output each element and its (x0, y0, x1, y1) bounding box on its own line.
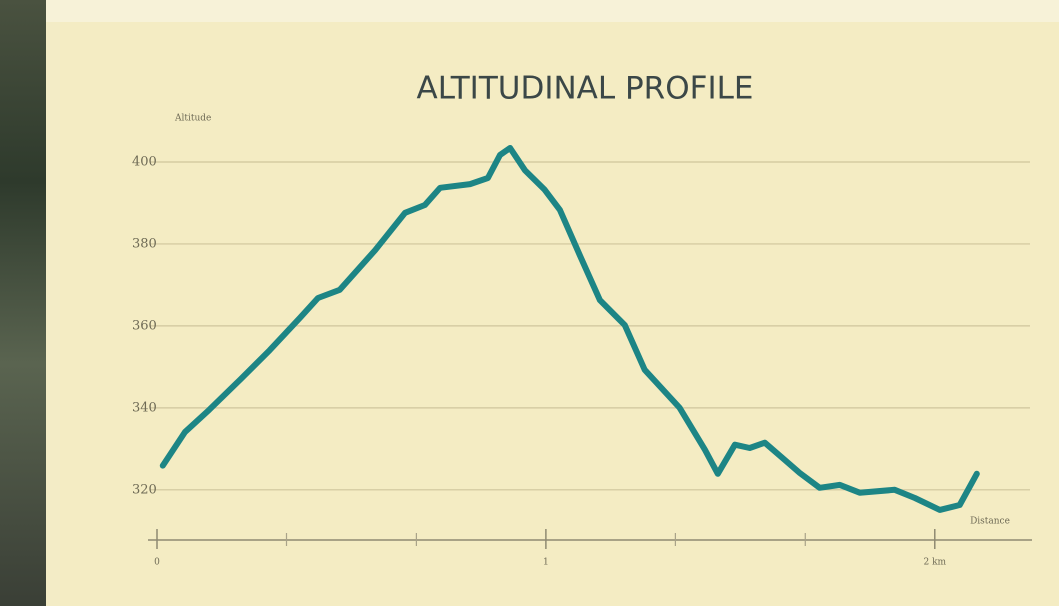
y-tick-label: 400 (132, 154, 157, 169)
y-tick-label: 380 (132, 236, 157, 251)
x-tick-label: 0 (154, 558, 160, 568)
y-axis-label: Altitude (174, 114, 211, 124)
y-tick-label: 320 (132, 482, 157, 497)
x-tick-label: 2 km (923, 558, 946, 568)
page: ALTITUDINAL PROFILE Altitude Distance 32… (0, 0, 1059, 606)
chart-title: ALTITUDINAL PROFILE (417, 71, 754, 107)
y-tick-label: 340 (132, 400, 157, 415)
y-tick-label: 360 (132, 318, 157, 333)
panel (60, 22, 1059, 606)
x-axis-label: Distance (970, 517, 1010, 527)
side-photo (0, 0, 46, 606)
top-strip (46, 0, 1059, 22)
x-tick-label: 1 (543, 558, 549, 568)
chart: ALTITUDINAL PROFILE Altitude Distance 32… (0, 0, 1059, 606)
